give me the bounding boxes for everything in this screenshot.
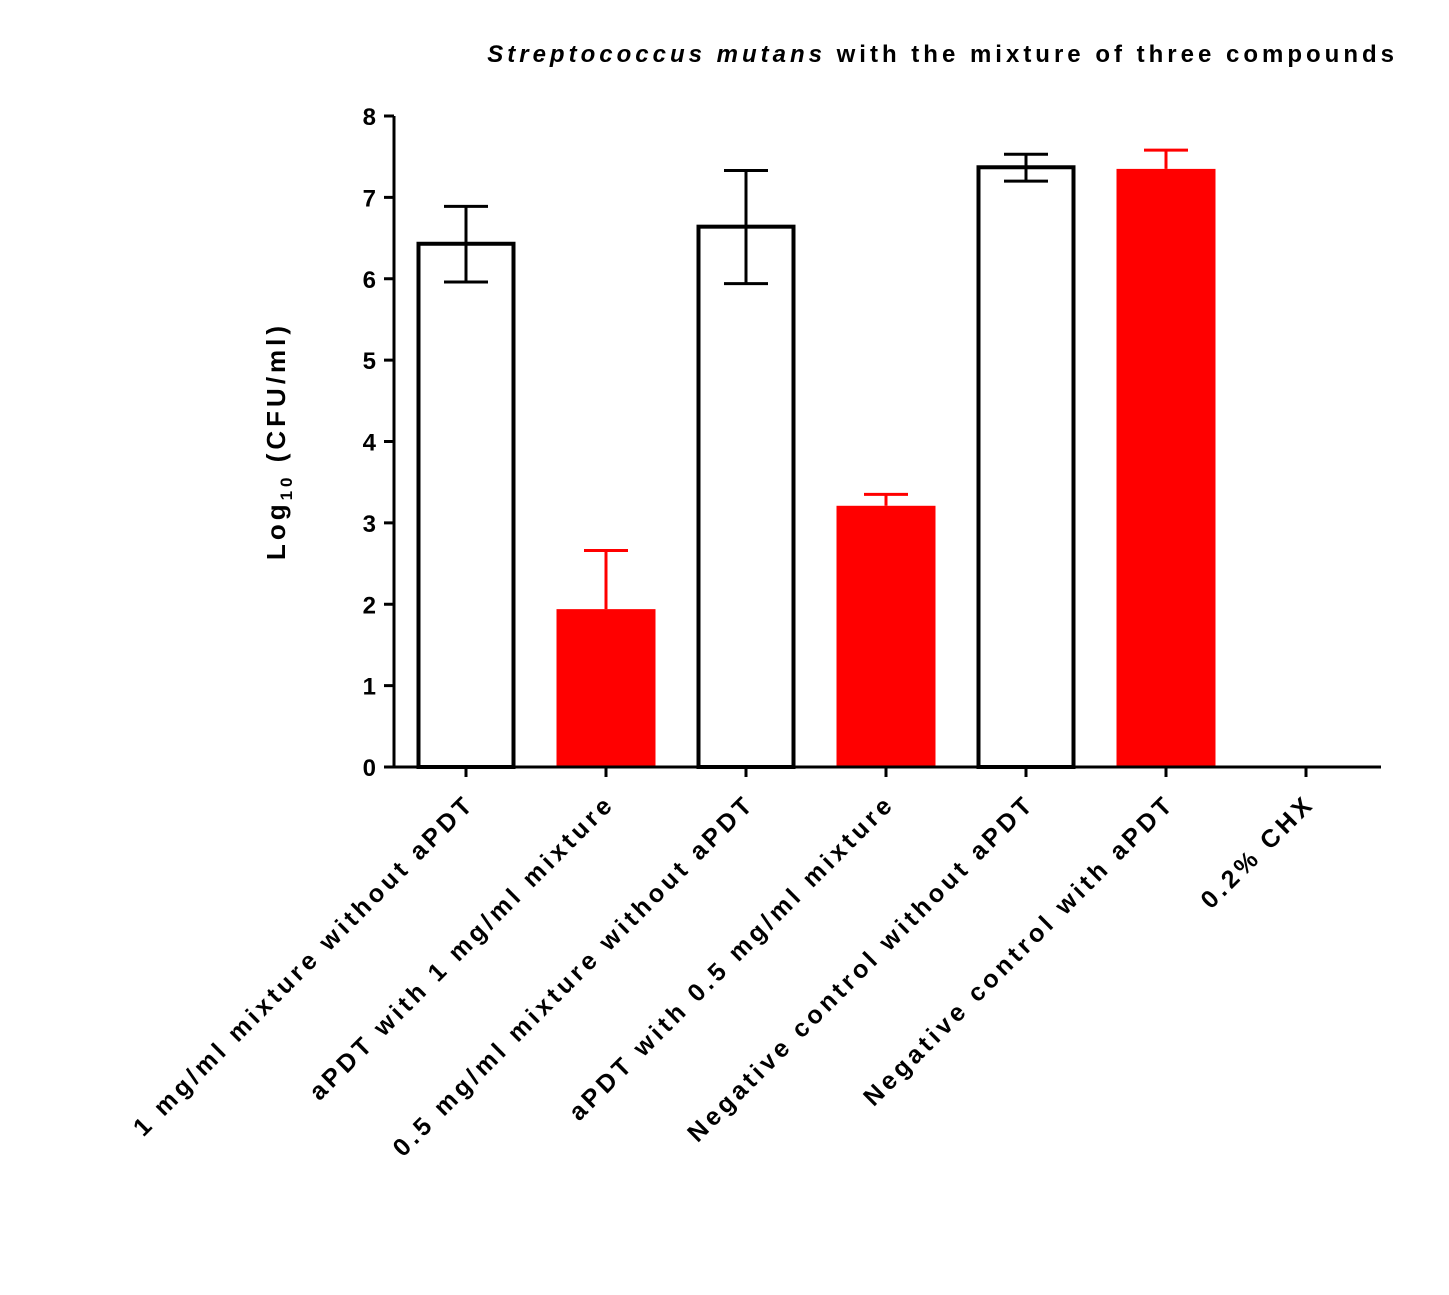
axes-group	[392, 116, 1381, 769]
x-tick-label: 0.2% CHX	[1195, 789, 1320, 914]
y-tick-label: 5	[363, 348, 376, 375]
y-tick-label: 7	[363, 185, 376, 212]
x-tick-label: aPDT with 1 mg/ml mixture	[304, 789, 620, 1105]
y-tick-label: 0	[363, 755, 376, 782]
y-axis-ticks: 0 1 2 3 4 5 6 7 8	[363, 104, 394, 782]
y-axis-label-unit: (CFU/ml)	[261, 322, 291, 474]
bar	[836, 505, 936, 767]
y-tick-label: 6	[363, 267, 376, 294]
y-tick-label: 1	[363, 674, 376, 701]
chart-title-italic: Streptococcus mutans	[487, 41, 826, 68]
chart-title-rest: with the mixture of three compounds	[826, 41, 1398, 68]
y-axis-label-subscript: 10	[277, 473, 296, 500]
bar	[556, 609, 656, 767]
y-tick-label: 3	[363, 511, 376, 538]
y-axis-label-main: Log	[261, 500, 291, 560]
x-tick-label: aPDT with 0.5 mg/ml mixture	[563, 789, 900, 1126]
y-tick-label: 8	[363, 104, 376, 131]
bars-group	[416, 148, 1216, 770]
bar	[1116, 168, 1216, 768]
bar	[416, 241, 516, 770]
y-axis-label: Log10 (CFU/ml)	[261, 322, 296, 560]
bar	[696, 224, 796, 770]
bar	[976, 165, 1076, 770]
x-tick-label: Negative control with aPDT	[858, 789, 1180, 1111]
chart-title: Streptococcus mutans with the mixture of…	[487, 41, 1398, 68]
y-tick-label: 4	[363, 430, 377, 457]
y-tick-label: 2	[363, 592, 376, 619]
